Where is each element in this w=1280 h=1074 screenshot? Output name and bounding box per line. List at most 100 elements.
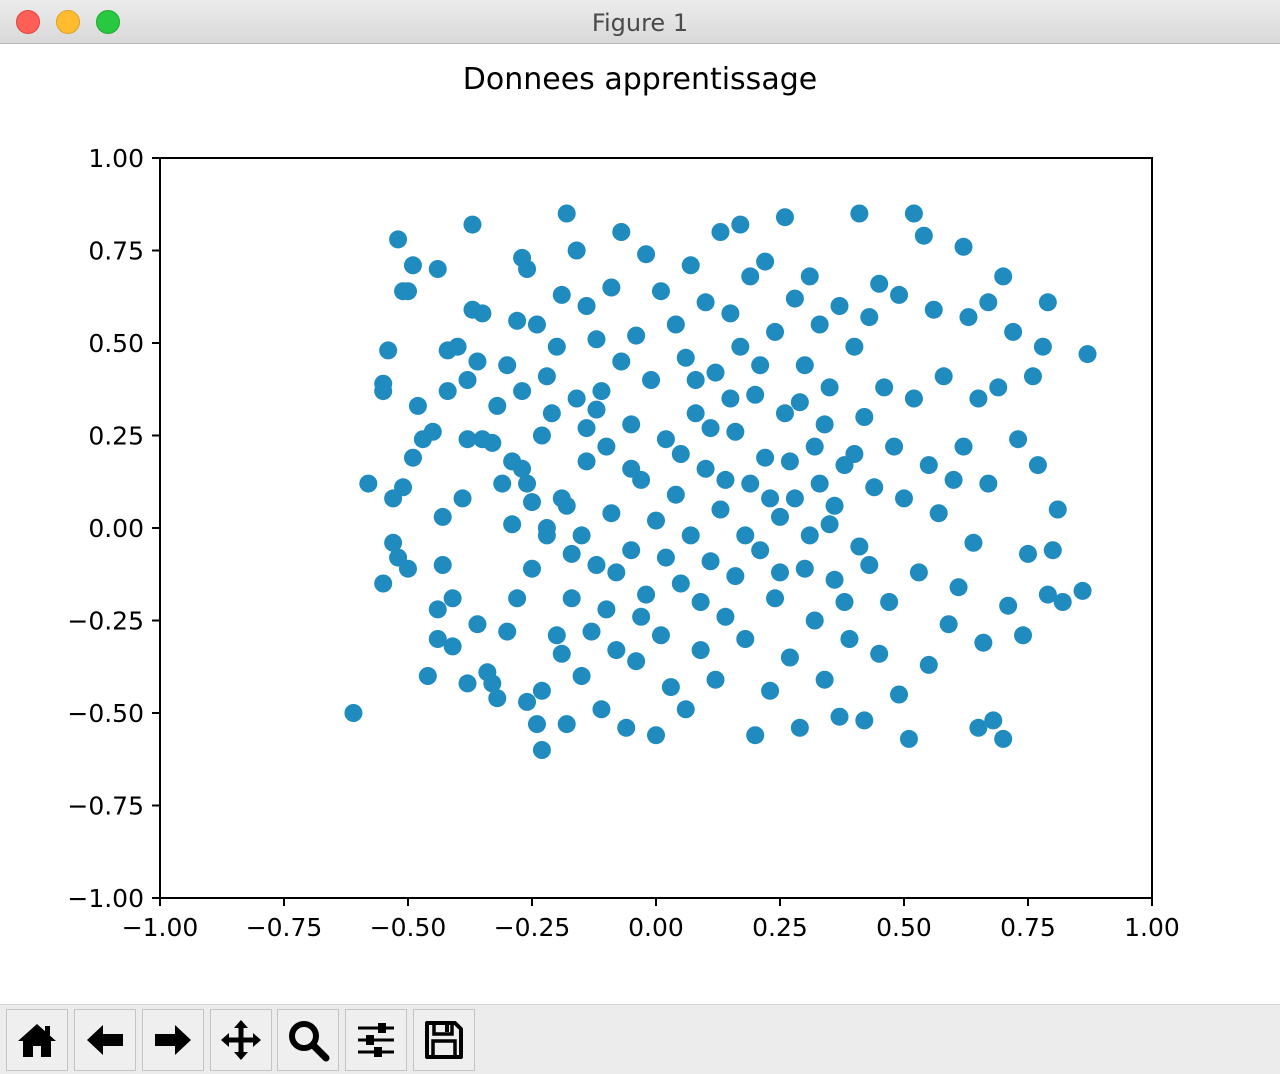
scatter-point (944, 470, 963, 489)
scatter-point (890, 685, 909, 704)
scatter-point (895, 489, 913, 508)
scatter-point (691, 641, 710, 660)
scatter-point (384, 533, 403, 552)
scatter-point (671, 445, 690, 463)
scatter-point (552, 644, 571, 663)
scatter-point (359, 474, 378, 493)
scatter-point (443, 637, 462, 656)
back-button[interactable] (74, 1009, 136, 1071)
forward-button[interactable] (142, 1009, 204, 1071)
scatter-point (775, 208, 794, 227)
scatter-point (771, 563, 789, 582)
scatter-point (557, 715, 576, 734)
scatter-point (800, 526, 819, 545)
scatter-point (924, 300, 943, 319)
scatter-point (374, 382, 393, 401)
home-button[interactable] (6, 1009, 68, 1071)
scatter-point (855, 408, 874, 426)
scatter-point (785, 289, 804, 308)
scatter-point (656, 548, 675, 567)
scatter-point (835, 593, 854, 611)
save-button[interactable] (413, 1009, 475, 1071)
scatter-point (954, 437, 973, 456)
scatter-point (711, 500, 730, 519)
scatter-point (483, 674, 502, 693)
scatter-point (999, 596, 1018, 615)
scatter-point (458, 371, 477, 389)
scatter-point (964, 533, 983, 552)
scatter-point (696, 459, 715, 478)
magnifier-icon (289, 1021, 330, 1062)
scatter-point (374, 574, 393, 593)
y-tick-label: −0.75 (67, 792, 144, 821)
window-titlebar: Figure 1 (0, 0, 1280, 44)
scatter-point (527, 315, 546, 334)
scatter-point (830, 297, 849, 315)
scatter-point (513, 459, 532, 478)
scatter-point (607, 641, 626, 660)
scatter-point (661, 678, 680, 697)
scatter-point (969, 389, 988, 408)
scatter-point (756, 252, 775, 271)
close-window-button[interactable] (16, 10, 40, 34)
scatter-point (840, 630, 859, 648)
home-icon (18, 1024, 56, 1057)
scatter-point (716, 607, 735, 626)
scatter-point (1073, 581, 1092, 600)
maximize-window-button[interactable] (96, 10, 120, 34)
configure-subplots-button[interactable] (345, 1009, 407, 1071)
zoom-button[interactable] (277, 1009, 339, 1071)
scatter-point (562, 544, 581, 563)
x-tick-label: −1.00 (122, 913, 199, 942)
scatter-point (860, 556, 879, 574)
scatter-point (518, 474, 537, 493)
scatter-point (1078, 345, 1097, 364)
scatter-point (597, 437, 616, 456)
scatter-point (736, 630, 755, 648)
scatter-point (681, 256, 700, 275)
x-tick-label: −0.25 (494, 913, 571, 942)
scatter-point (805, 437, 824, 456)
scatter-point (567, 241, 586, 260)
scatter-point (850, 537, 869, 556)
scatter-point (508, 589, 527, 608)
scatter-point (632, 607, 651, 626)
scatter-point (552, 285, 571, 304)
pan-button[interactable] (210, 1009, 272, 1071)
minimize-window-button[interactable] (56, 10, 80, 34)
scatter-point (949, 578, 968, 597)
y-tick-label: −1.00 (67, 884, 144, 913)
scatter-point (488, 396, 507, 415)
scatter-point (870, 274, 889, 293)
scatter-point (969, 718, 988, 737)
window-title: Figure 1 (591, 9, 689, 37)
scatter-point (637, 585, 656, 604)
scatter-point (523, 493, 541, 512)
scatter-point (761, 489, 780, 508)
scatter-point (939, 615, 958, 634)
scatter-point (527, 715, 546, 734)
scatter-point (622, 415, 641, 434)
scatter-point (468, 615, 487, 634)
scatter-point (989, 378, 1008, 397)
y-tick-label: 1.00 (88, 144, 144, 173)
scatter-point (488, 689, 507, 708)
scatter-point (627, 652, 646, 671)
scatter-point (810, 474, 829, 493)
scatter-point (696, 293, 715, 312)
scatter-point (577, 419, 596, 438)
scatter-point (617, 718, 636, 737)
scatter-point (523, 559, 541, 578)
scatter-point (438, 382, 457, 401)
scatter-point (795, 559, 814, 578)
scatter-point (666, 315, 685, 334)
scatter-point (448, 337, 467, 356)
scatter-point (597, 600, 616, 619)
x-tick-label: 0.75 (1000, 913, 1056, 942)
scatter-point (532, 426, 551, 445)
scatter-point (780, 452, 799, 471)
x-tick-label: 0.00 (628, 913, 684, 942)
scatter-point (1053, 593, 1072, 611)
scatter-point (557, 204, 576, 223)
scatter-point (547, 337, 566, 356)
